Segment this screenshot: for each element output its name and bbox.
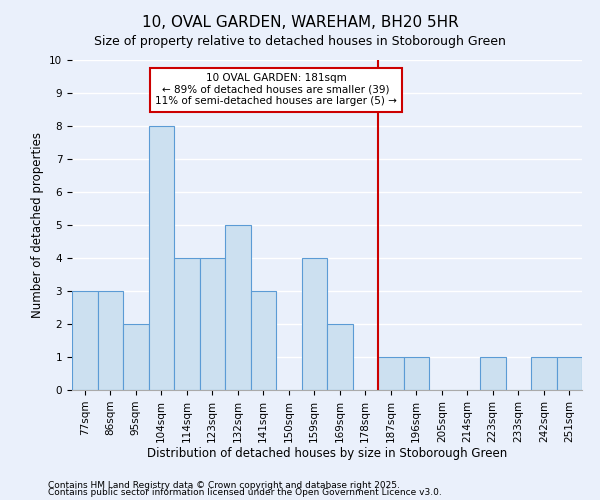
Bar (480, 357, 505, 390)
Bar (199, 258, 225, 390)
Text: Size of property relative to detached houses in Stoborough Green: Size of property relative to detached ho… (94, 35, 506, 48)
Bar (327, 324, 353, 390)
Bar (149, 126, 174, 390)
Bar (123, 324, 149, 390)
Y-axis label: Number of detached properties: Number of detached properties (31, 132, 44, 318)
Bar (557, 357, 582, 390)
Text: Contains HM Land Registry data © Crown copyright and database right 2025.: Contains HM Land Registry data © Crown c… (48, 480, 400, 490)
Bar (97, 291, 123, 390)
Text: 10, OVAL GARDEN, WAREHAM, BH20 5HR: 10, OVAL GARDEN, WAREHAM, BH20 5HR (142, 15, 458, 30)
Bar (225, 225, 251, 390)
Bar (404, 357, 429, 390)
Bar (251, 291, 276, 390)
Bar (302, 258, 327, 390)
Text: 10 OVAL GARDEN: 181sqm
← 89% of detached houses are smaller (39)
11% of semi-det: 10 OVAL GARDEN: 181sqm ← 89% of detached… (155, 73, 397, 106)
Bar (174, 258, 199, 390)
X-axis label: Distribution of detached houses by size in Stoborough Green: Distribution of detached houses by size … (147, 448, 507, 460)
Bar (378, 357, 404, 390)
Bar (72, 291, 97, 390)
Bar (531, 357, 557, 390)
Text: Contains public sector information licensed under the Open Government Licence v3: Contains public sector information licen… (48, 488, 442, 497)
